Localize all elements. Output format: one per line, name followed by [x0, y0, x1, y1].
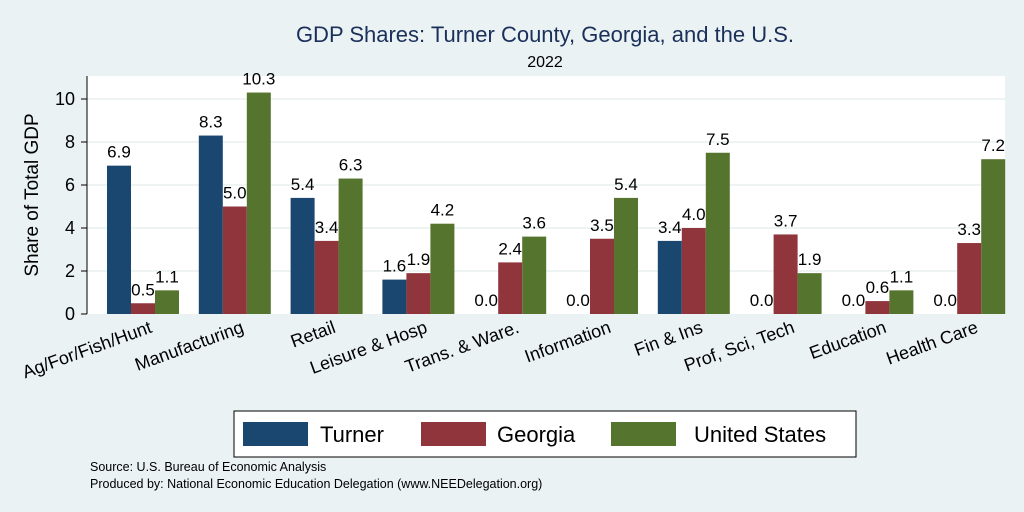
y-tick-label: 10: [55, 89, 75, 109]
y-tick-label: 0: [65, 304, 75, 324]
bar-turner-ag-for-fish-hunt: [107, 165, 131, 314]
data-label-united-states-health-care: 7.2: [981, 136, 1005, 155]
data-label-georgia-fin-ins: 4.0: [682, 205, 706, 224]
data-label-united-states-leisure-hosp: 4.2: [431, 201, 455, 220]
legend-swatch-turner: [243, 422, 308, 446]
bar-turner-manufacturing: [198, 135, 223, 314]
legend: Turner Georgia United States: [233, 410, 857, 458]
legend-swatch-georgia: [421, 422, 486, 446]
produced-by-note: Produced by: National Economic Education…: [90, 477, 542, 491]
y-tick-label: 6: [65, 175, 75, 195]
data-label-united-states-prof-sci-tech: 1.9: [798, 250, 822, 269]
data-label-turner-education: 0.0: [842, 291, 866, 310]
data-label-georgia-leisure-hosp: 1.9: [407, 250, 431, 269]
bar-united-states-information: [614, 197, 638, 314]
bar-georgia-education: [865, 301, 890, 314]
legend-frame: [233, 410, 857, 458]
data-label-georgia-trans-ware: 2.4: [498, 239, 522, 258]
bar-united-states-education: [889, 290, 914, 314]
chart-subtitle: 2022: [527, 54, 563, 71]
y-tick-label: 4: [65, 218, 75, 238]
x-category-label-information: Information: [522, 317, 613, 367]
bar-united-states-ag-for-fish-hunt: [155, 290, 179, 314]
data-label-united-states-retail: 6.3: [339, 156, 363, 175]
bar-georgia-retail: [314, 240, 339, 314]
data-label-georgia-education: 0.6: [866, 278, 890, 297]
bar-turner-retail: [290, 197, 315, 314]
bar-georgia-manufacturing: [222, 206, 247, 314]
data-label-turner-manufacturing: 8.3: [199, 113, 223, 132]
data-label-united-states-information: 5.4: [614, 175, 638, 194]
data-label-turner-trans-ware: 0.0: [474, 291, 498, 310]
bar-georgia-trans-ware: [498, 262, 523, 314]
bar-united-states-health-care: [981, 159, 1006, 314]
x-category-label-retail: Retail: [288, 317, 338, 352]
legend-label-turner: Turner: [320, 422, 384, 447]
data-label-united-states-ag-for-fish-hunt: 1.1: [155, 267, 179, 286]
bar-united-states-fin-ins: [705, 152, 730, 314]
data-label-turner-retail: 5.4: [291, 175, 315, 194]
data-label-georgia-health-care: 3.3: [957, 220, 981, 239]
bar-united-states-leisure-hosp: [430, 223, 455, 314]
bar-united-states-prof-sci-tech: [797, 273, 822, 314]
data-label-turner-health-care: 0.0: [933, 291, 957, 310]
chart-title: GDP Shares: Turner County, Georgia, and …: [296, 22, 794, 47]
bars-group: 6.90.51.18.35.010.35.43.46.31.6 1.94.20.0…: [107, 70, 1006, 314]
data-label-georgia-information: 3.5: [590, 216, 614, 235]
data-label-turner-ag-for-fish-hunt: 6.9: [107, 143, 131, 162]
bar-turner-leisure-hosp: [382, 279, 407, 314]
data-label-georgia-manufacturing: 5.0: [223, 184, 247, 203]
y-tick-label: 8: [65, 132, 75, 152]
bar-georgia-information: [590, 238, 614, 314]
data-label-united-states-fin-ins: 7.5: [706, 130, 730, 149]
bar-georgia-fin-ins: [681, 228, 706, 314]
y-axis-label: Share of Total GDP: [22, 113, 43, 276]
legend-swatch-united-states: [611, 422, 676, 446]
data-label-united-states-trans-ware: 3.6: [522, 214, 546, 233]
bar-georgia-ag-for-fish-hunt: [131, 303, 155, 314]
legend-label-united-states: United States: [694, 422, 826, 447]
data-label-georgia-ag-for-fish-hunt: 0.5: [131, 280, 155, 299]
bar-united-states-manufacturing: [246, 92, 271, 314]
x-category-label-health-care: Health Care: [883, 317, 980, 369]
data-label-turner-prof-sci-tech: 0.0: [750, 291, 774, 310]
y-tick-label: 2: [65, 261, 75, 281]
bar-georgia-leisure-hosp: [406, 273, 431, 314]
bar-georgia-health-care: [957, 243, 982, 314]
data-label-turner-leisure-hosp: 1.6: [383, 257, 407, 276]
bar-united-states-trans-ware: [522, 236, 547, 314]
x-category-label-education: Education: [807, 317, 889, 363]
data-label-united-states-education: 1.1: [890, 267, 914, 286]
bar-georgia-prof-sci-tech: [773, 234, 798, 314]
bar-turner-fin-ins: [657, 240, 682, 314]
bar-united-states-retail: [338, 178, 363, 314]
source-note: Source: U.S. Bureau of Economic Analysis: [90, 460, 326, 474]
data-label-turner-information: 0.0: [566, 291, 590, 310]
data-label-georgia-prof-sci-tech: 3.7: [774, 211, 798, 230]
data-label-georgia-retail: 3.4: [315, 218, 339, 237]
x-category-label-ag-for-fish-hunt: Ag/For/Fish/Hunt: [20, 317, 155, 382]
y-axis-ticks: 0 2 4 6 8 10: [55, 89, 87, 324]
legend-label-georgia: Georgia: [497, 422, 576, 447]
data-label-turner-fin-ins: 3.4: [658, 218, 682, 237]
data-label-united-states-manufacturing: 10.3: [242, 70, 275, 89]
